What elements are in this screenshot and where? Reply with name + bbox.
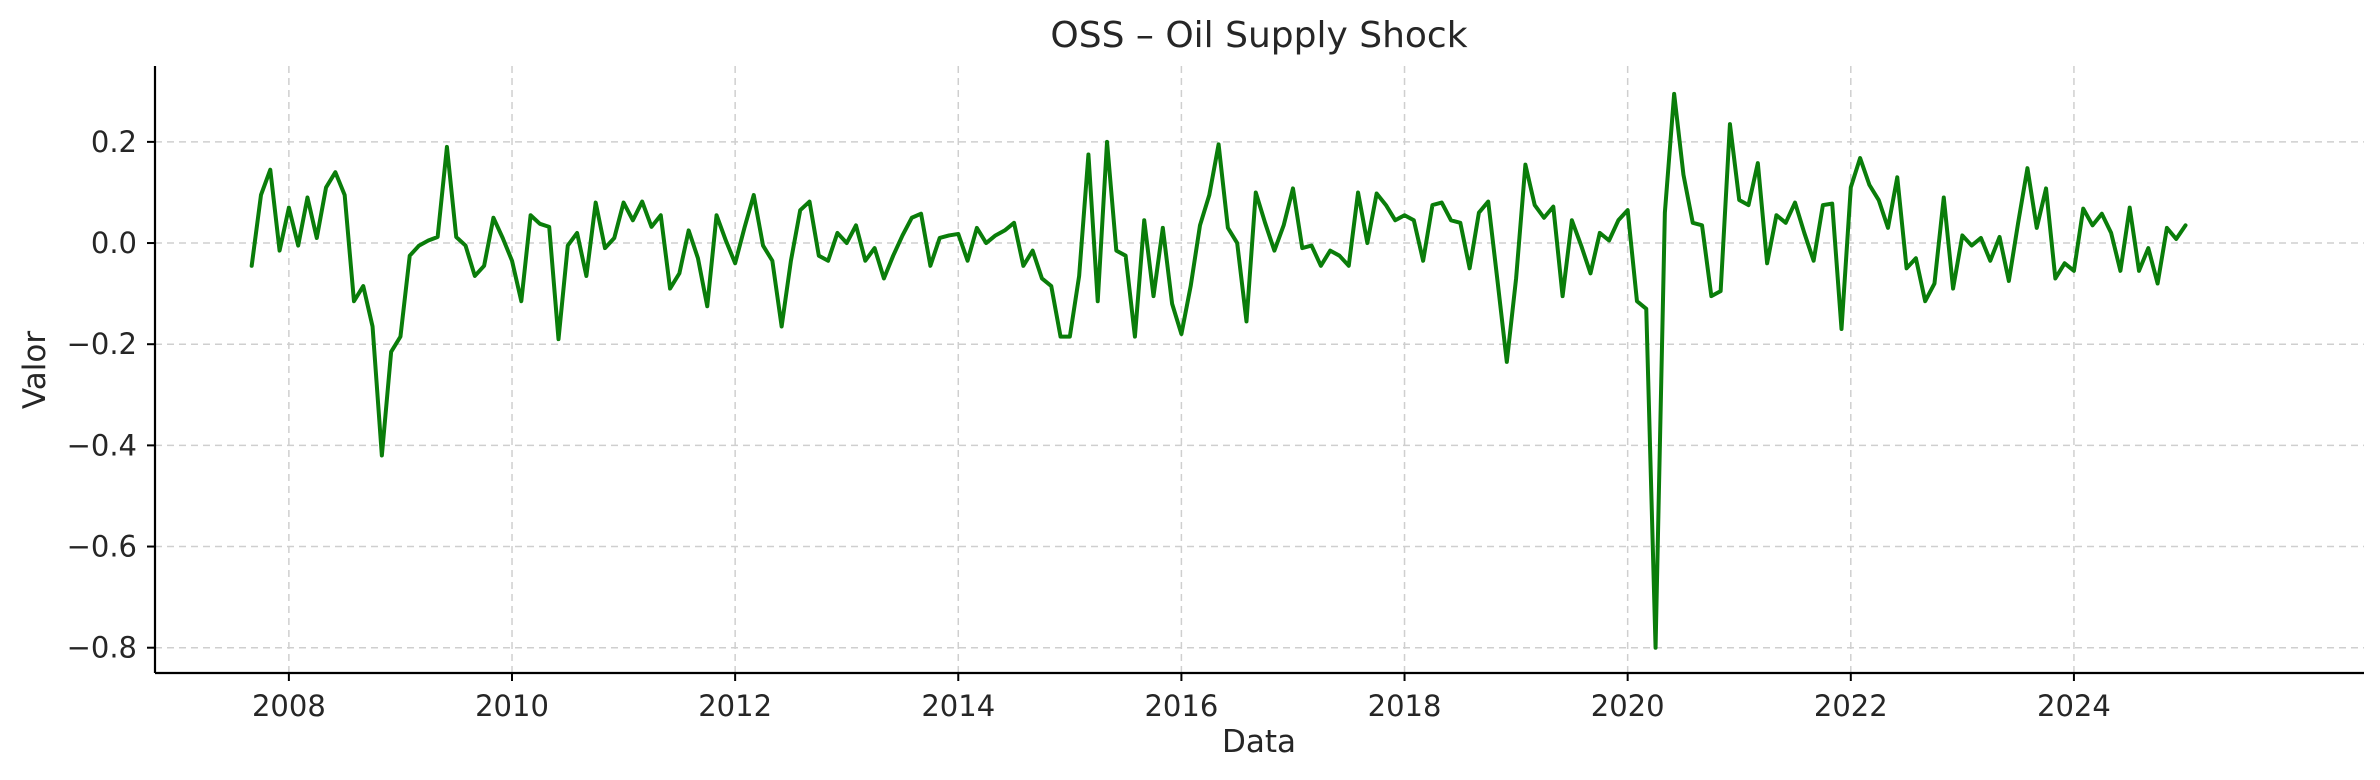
x-tick-label: 2016 bbox=[1144, 689, 1218, 723]
ticks: 2008 2010 2012 2014 2016 2018 2020 2022 2024 0.2 0… bbox=[67, 125, 2111, 723]
x-tick-label: 2012 bbox=[698, 689, 772, 723]
x-tick-label: 2024 bbox=[2037, 689, 2111, 723]
x-tick-label: 2018 bbox=[1368, 689, 1442, 723]
y-tick-label: 0.0 bbox=[91, 226, 137, 260]
x-tick-label: 2008 bbox=[252, 689, 326, 723]
y-tick-label: −0.2 bbox=[67, 327, 137, 361]
y-axis-label: Valor bbox=[17, 331, 53, 409]
series-layer bbox=[249, 91, 2188, 650]
y-tick-label: −0.6 bbox=[67, 530, 137, 564]
series-line bbox=[249, 91, 2188, 650]
x-tick-label: 2020 bbox=[1591, 689, 1665, 723]
x-tick-label: 2010 bbox=[475, 689, 549, 723]
y-tick-label: −0.8 bbox=[67, 631, 137, 665]
x-tick-label: 2014 bbox=[921, 689, 995, 723]
x-axis-label: Data bbox=[1222, 724, 1296, 760]
y-tick-label: −0.4 bbox=[67, 428, 137, 462]
y-tick-label: 0.2 bbox=[91, 125, 137, 159]
grid bbox=[155, 66, 2364, 673]
x-tick-label: 2022 bbox=[1814, 689, 1888, 723]
chart-title: OSS – Oil Supply Shock bbox=[1050, 15, 1467, 56]
